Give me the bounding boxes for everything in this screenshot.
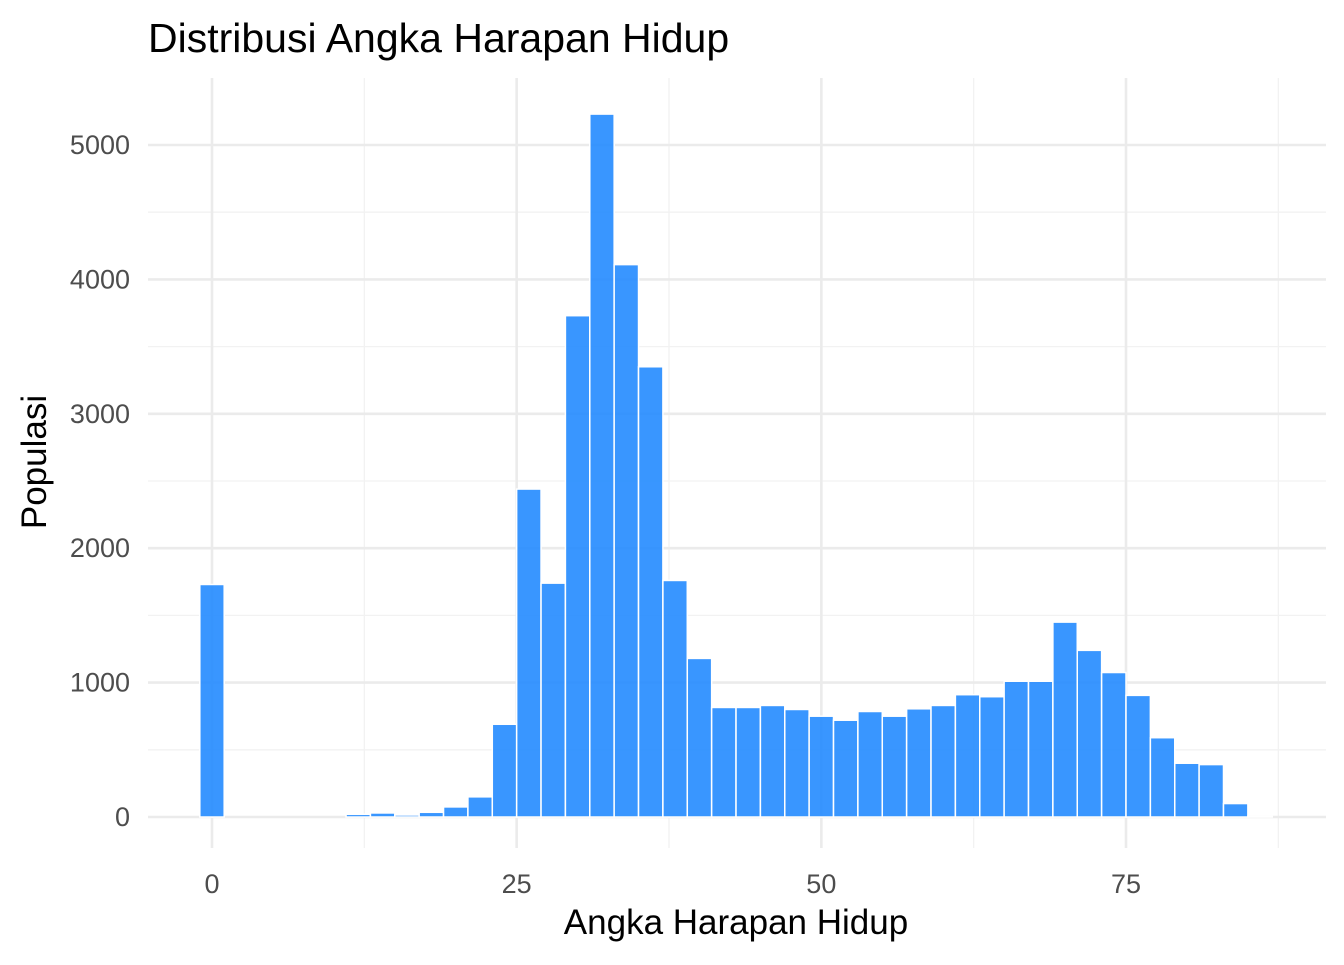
x-tick-label: 50 [806,869,836,899]
histogram-bar [564,314,591,818]
histogram-bar [199,583,225,818]
histogram-bar [686,657,713,818]
x-axis-tick-labels: 0 25 50 75 [204,869,1141,899]
histogram-bar [369,812,396,818]
x-tick-label: 0 [204,869,219,899]
y-tick-label: 3000 [70,399,130,429]
histogram-bar [418,811,445,818]
histogram-bar [540,582,567,818]
histogram-bar [345,813,372,818]
histogram-bars [199,113,1273,818]
histogram-bar [905,708,932,818]
histogram-bar [759,704,786,818]
histogram-bar [491,723,518,818]
histogram-bar [954,693,981,818]
histogram-bar [1173,762,1200,818]
x-axis-title: Angka Harapan Hidup [564,903,908,942]
histogram-bar [1125,694,1152,818]
histogram-bar [662,579,689,818]
chart-title: Distribusi Angka Harapan Hidup [148,15,729,61]
histogram-bar [979,695,1005,818]
y-tick-label: 0 [115,802,130,832]
histogram-bar [832,719,859,818]
x-tick-label: 25 [502,869,532,899]
histogram-bar [735,706,762,818]
histogram-bar [1149,736,1176,818]
histogram-bar [808,715,835,818]
histogram-bar [930,704,957,818]
y-tick-label: 5000 [70,130,130,160]
histogram-bar [1222,802,1249,818]
histogram-bar [589,113,615,818]
histogram-bar [1003,680,1030,818]
y-axis-title: Populasi [15,395,54,529]
histogram-bar [442,806,469,818]
x-tick-label: 75 [1111,869,1141,899]
y-tick-label: 2000 [70,533,130,563]
histogram-bar [613,263,640,818]
histogram-bar [637,366,664,818]
histogram-bar [1027,680,1054,818]
y-tick-label: 1000 [70,668,130,698]
histogram-bar [784,708,810,818]
minor-gridlines-y [148,211,1326,751]
histogram-bar [710,706,737,818]
histogram-bar [857,710,884,818]
histogram-bar [1247,815,1273,818]
histogram-bar [1100,671,1127,818]
y-axis-tick-labels: 0 1000 2000 3000 4000 5000 [70,130,130,832]
histogram-bar [881,715,908,818]
histogram-bar [394,814,420,818]
histogram-bar [1052,621,1079,818]
histogram-bar [1076,649,1103,818]
histogram-bar [515,488,542,818]
histogram-bar [1198,763,1225,818]
histogram-bar [467,796,494,818]
y-tick-label: 4000 [70,264,130,294]
